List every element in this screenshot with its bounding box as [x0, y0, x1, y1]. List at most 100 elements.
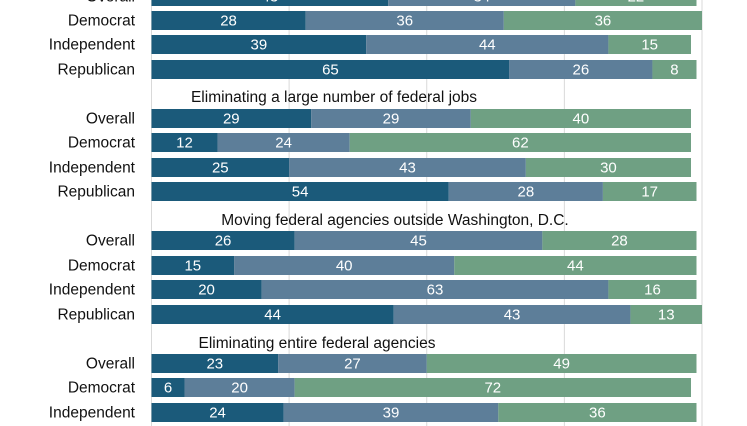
bar-segment-1 [151, 378, 185, 397]
bar-row: Republican 54 28 17 [57, 182, 697, 201]
bar-row: Overall 23 27 49 [86, 354, 697, 373]
value-label: 43 [504, 307, 521, 324]
value-label: 24 [275, 135, 292, 152]
value-label: 40 [336, 258, 353, 275]
bar-row: Democrat 12 24 62 [68, 133, 691, 152]
bar-row: Overall 43 34 22 [86, 0, 697, 6]
value-label: 63 [427, 282, 444, 299]
value-label: 34 [473, 0, 490, 6]
bar-row: Democrat 28 36 36 [68, 11, 702, 30]
category-label: Democrat [68, 380, 136, 397]
bar-segment-3 [630, 305, 702, 324]
category-label: Republican [57, 184, 135, 201]
value-label: 6 [164, 380, 172, 397]
value-label: 13 [658, 307, 675, 324]
bar-segment-3 [652, 60, 697, 79]
bar-segment-1 [151, 35, 367, 54]
bar-segment-1 [151, 0, 389, 6]
value-label: 12 [176, 135, 193, 152]
value-label: 28 [517, 184, 534, 201]
bar-row: Democrat 6 20 72 [68, 378, 691, 397]
value-label: 26 [215, 233, 232, 250]
bar-row: Overall 29 29 40 [86, 109, 691, 128]
bar-segment-3 [349, 133, 691, 152]
bar-row: Republican 65 26 8 [57, 60, 697, 79]
category-label: Independent [49, 282, 136, 299]
bar-row: Independent 39 44 15 [49, 35, 691, 54]
value-label: 45 [410, 233, 427, 250]
bar-segment-2 [305, 11, 504, 30]
value-label: 24 [209, 405, 226, 422]
value-label: 43 [399, 160, 416, 177]
bar-row: Independent 25 43 30 [49, 158, 691, 177]
bar-segment-2 [278, 354, 427, 373]
bar-segment-2 [366, 35, 609, 54]
value-label: 26 [573, 62, 590, 79]
category-label: Independent [49, 37, 136, 54]
bar-segment-2 [261, 280, 609, 299]
bar-segment-3 [503, 11, 702, 30]
value-label: 43 [262, 0, 279, 6]
value-label: 36 [396, 13, 413, 30]
bar-segment-3 [608, 280, 697, 299]
bar-segment-1 [151, 231, 295, 250]
bar-segment-1 [151, 280, 262, 299]
value-label: 23 [206, 356, 223, 373]
category-label: Democrat [68, 13, 136, 30]
bar-segment-3 [602, 182, 697, 201]
value-label: 44 [567, 258, 584, 275]
bar-segment-3 [575, 0, 697, 6]
bar-segment-2 [311, 109, 471, 128]
bar-segment-3 [498, 403, 697, 422]
category-label: Overall [86, 233, 135, 250]
bar-segment-3 [426, 354, 697, 373]
bar-segment-1 [151, 60, 510, 79]
bar-segment-1 [151, 109, 312, 128]
bar-segment-3 [454, 256, 697, 275]
bar-segment-2 [393, 305, 631, 324]
bar-row: Overall 26 45 28 [86, 231, 697, 250]
bar-segment-3 [294, 378, 691, 397]
bar-segment-3 [470, 109, 691, 128]
bar-segment-2 [289, 158, 526, 177]
value-label: 49 [553, 356, 570, 373]
value-label: 39 [251, 37, 268, 54]
bar-segment-2 [388, 0, 576, 6]
value-label: 28 [611, 233, 628, 250]
bar-segment-2 [283, 403, 499, 422]
category-label: Independent [49, 160, 136, 177]
value-label: 29 [223, 111, 240, 128]
value-label: 62 [512, 135, 529, 152]
bar-group-3: Moving federal agencies outside Washingt… [49, 212, 702, 324]
category-label: Overall [86, 111, 135, 128]
bar-group-2: Eliminating a large number of federal jo… [49, 89, 697, 201]
group-title: Eliminating a large number of federal jo… [191, 89, 477, 106]
bar-row: Independent 24 39 36 [49, 403, 697, 422]
value-label: 8 [670, 62, 678, 79]
bar-segment-1 [151, 182, 449, 201]
value-label: 16 [644, 282, 661, 299]
value-label: 36 [595, 13, 612, 30]
bar-segment-1 [151, 403, 284, 422]
bar-segment-1 [151, 354, 279, 373]
bar-segment-1 [151, 11, 306, 30]
value-label: 65 [322, 62, 339, 79]
value-label: 15 [641, 37, 658, 54]
value-label: 30 [600, 160, 617, 177]
category-label: Democrat [68, 258, 136, 275]
value-label: 15 [184, 258, 201, 275]
bar-segment-3 [542, 231, 697, 250]
value-label: 27 [344, 356, 361, 373]
bar-segment-2 [234, 256, 455, 275]
bar-group-1: Overall 43 34 22 Democrat 28 36 36 Independent 39… [49, 0, 702, 79]
bar-row: Republican 44 43 13 [57, 305, 702, 324]
bar-segment-2 [294, 231, 543, 250]
value-label: 29 [383, 111, 400, 128]
bar-group-4: Eliminating entire federal agencies Overa… [49, 335, 697, 422]
value-label: 54 [292, 184, 309, 201]
bar-segment-1 [151, 158, 290, 177]
bar-segment-1 [151, 256, 235, 275]
value-label: 44 [479, 37, 496, 54]
